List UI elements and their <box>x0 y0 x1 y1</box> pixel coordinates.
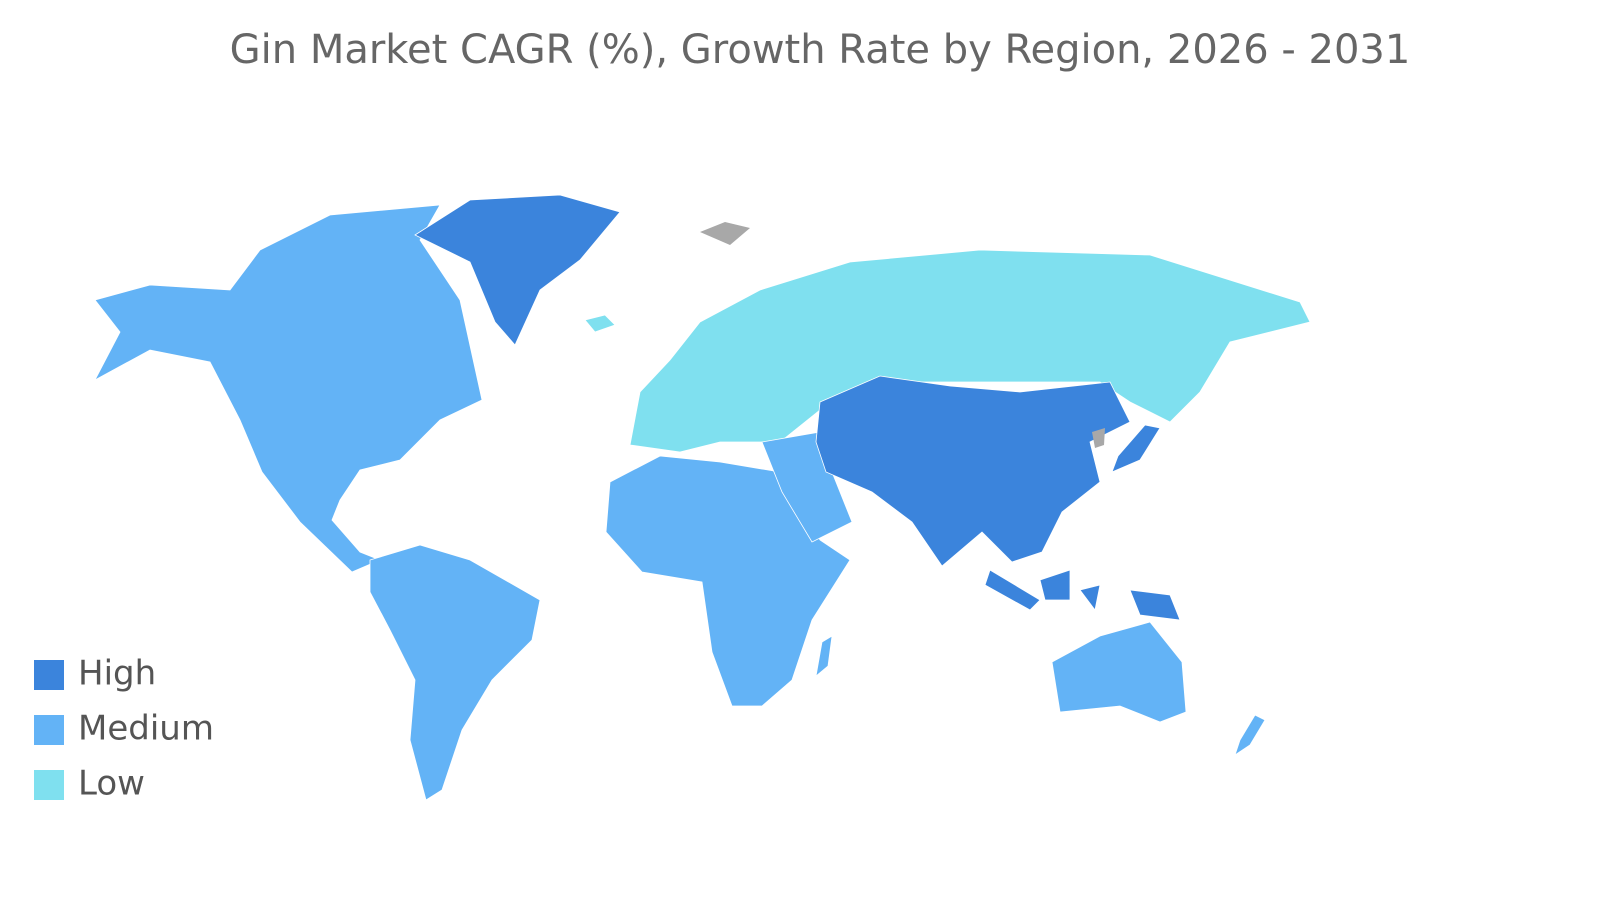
japan <box>1111 424 1161 473</box>
north-america <box>94 204 483 573</box>
legend-label: High <box>78 654 156 694</box>
south-america <box>369 544 541 801</box>
iceland <box>584 314 616 333</box>
australia <box>1051 621 1187 723</box>
greenland <box>414 194 621 346</box>
indonesia <box>984 569 1181 621</box>
europe-russia <box>629 249 1311 453</box>
asia <box>815 375 1131 567</box>
title: Gin Market CAGR (%), Growth Rate by Regi… <box>230 27 1411 73</box>
legend-label: Low <box>78 764 145 804</box>
africa <box>605 455 851 707</box>
legend-label: Medium <box>78 709 214 749</box>
madagascar <box>815 635 833 678</box>
new-zealand <box>1234 714 1266 756</box>
legend-swatch <box>34 770 64 800</box>
legend-swatch <box>34 660 64 690</box>
svalbard <box>700 222 750 245</box>
north-korea <box>1092 428 1105 448</box>
legend-swatch <box>34 715 64 745</box>
legend: High Medium Low <box>34 654 214 804</box>
world-map <box>94 194 1311 801</box>
